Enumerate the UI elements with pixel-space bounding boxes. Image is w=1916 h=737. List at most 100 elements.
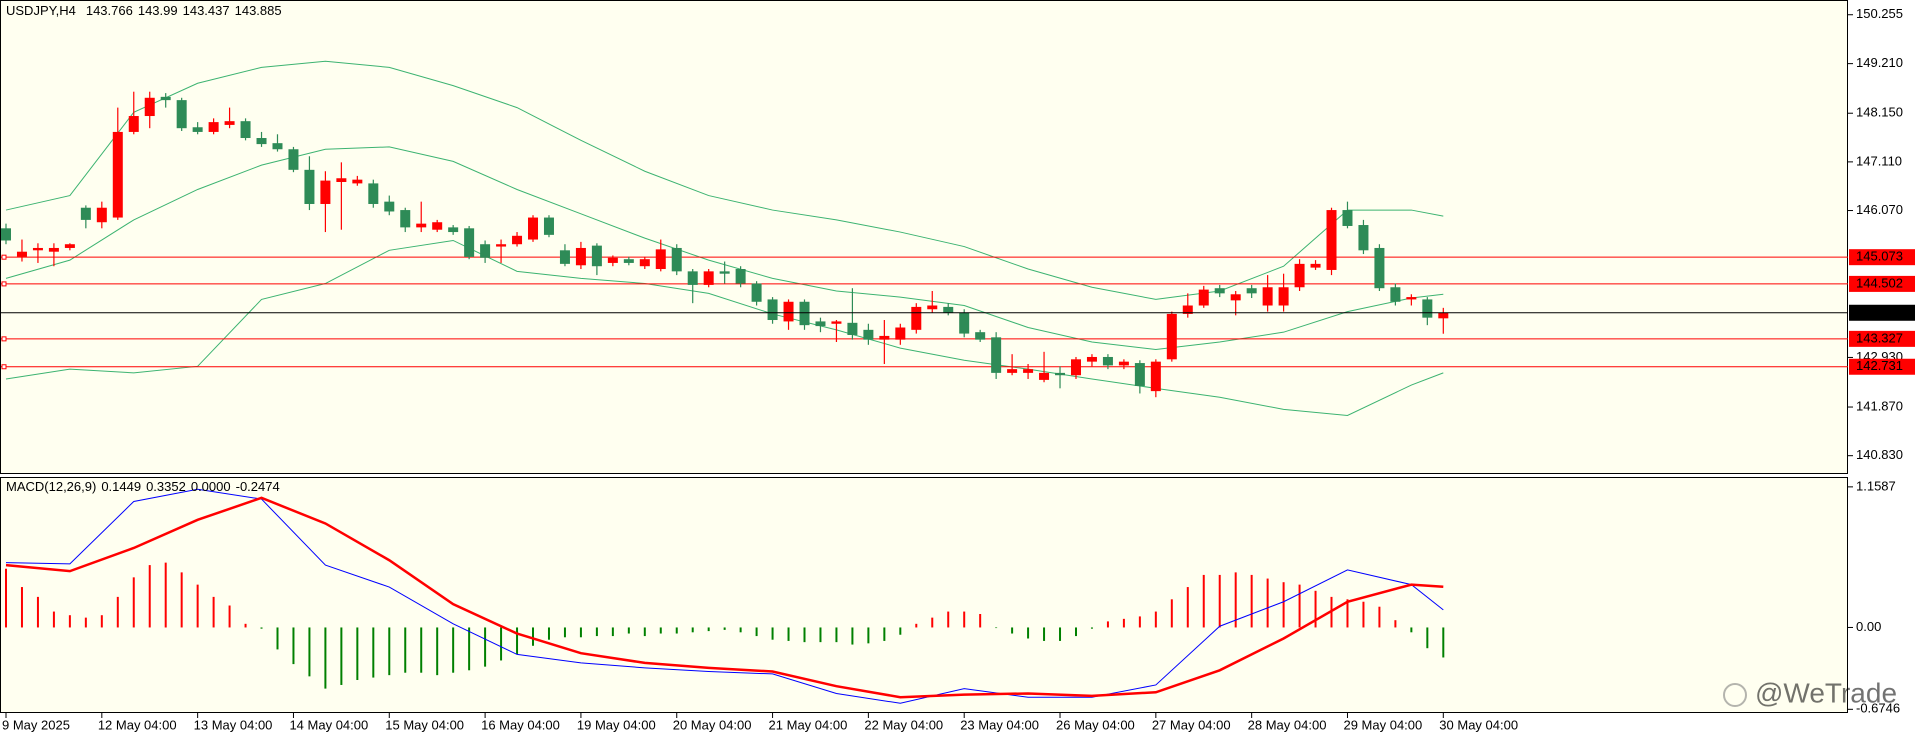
- candle-body: [336, 178, 347, 182]
- candle-body: [863, 329, 874, 340]
- candle-body: [400, 210, 411, 228]
- candle-body: [815, 321, 826, 327]
- candle-body: [208, 122, 219, 132]
- candle-body: [432, 222, 443, 230]
- candle-body: [48, 247, 59, 252]
- y-tick-label: 149.210: [1856, 55, 1903, 70]
- macd-main-readout: 0.1449: [101, 479, 141, 494]
- candle-body: [384, 201, 395, 212]
- candle-body: [735, 269, 746, 284]
- candle-body: [639, 259, 650, 267]
- x-tick-label: 13 May 04:00: [194, 717, 273, 732]
- y-tick-label: 150.255: [1856, 6, 1903, 21]
- candle-body: [304, 169, 315, 204]
- candle-body: [1102, 356, 1113, 366]
- candle-body: [320, 180, 331, 204]
- candle-body: [272, 143, 283, 150]
- candle-body: [416, 223, 427, 228]
- candle-body: [543, 217, 554, 235]
- candle-body: [1310, 263, 1321, 268]
- candle-body: [687, 271, 698, 285]
- watermark-text: @WeTrade: [1755, 677, 1897, 708]
- candle-body: [1134, 363, 1145, 386]
- x-tick-label: 27 May 04:00: [1152, 717, 1231, 732]
- candle-body: [751, 283, 762, 302]
- level-marker: [1, 336, 7, 342]
- candle-body: [1070, 359, 1081, 376]
- candle-body: [1374, 247, 1385, 289]
- candle-body: [32, 247, 43, 251]
- macd-signal-line: [5, 496, 1444, 699]
- current-price-label: 143.885: [1856, 304, 1903, 319]
- x-tick-label: 23 May 04:00: [960, 717, 1039, 732]
- candle-body: [464, 228, 475, 257]
- x-tick-label: 21 May 04:00: [769, 717, 848, 732]
- candle-body: [943, 306, 954, 313]
- candle-body: [1166, 313, 1177, 360]
- candle-body: [591, 245, 602, 267]
- x-tick-label: 15 May 04:00: [385, 717, 464, 732]
- macd-panel: [0, 477, 1848, 713]
- level-label-box: [1849, 275, 1915, 292]
- candle-body: [655, 249, 666, 270]
- candle-body: [240, 121, 251, 139]
- close-readout: 143.885: [235, 3, 282, 18]
- level-marker: [1, 281, 7, 287]
- candle-body: [1118, 361, 1129, 366]
- x-tick-label: 19 May 04:00: [577, 717, 656, 732]
- macd-y-tick-label: -0.6746: [1856, 701, 1900, 716]
- band-lower: [5, 239, 1444, 416]
- candle-body: [1246, 288, 1257, 294]
- candle-body: [1358, 225, 1369, 251]
- level-label: 143.327: [1856, 330, 1903, 345]
- macd-y-tick-label: 1.1587: [1856, 478, 1896, 493]
- x-tick-label: 22 May 04:00: [864, 717, 943, 732]
- macd-main-line: [5, 488, 1444, 704]
- candle-body: [671, 247, 682, 272]
- x-tick-label: 20 May 04:00: [673, 717, 752, 732]
- candle-body: [1039, 372, 1050, 380]
- candle-body: [1262, 287, 1273, 306]
- level-label: 145.073: [1856, 249, 1903, 264]
- candle-body: [847, 322, 858, 335]
- candle-body: [80, 207, 91, 220]
- macd-hist-readout: -0.2474: [236, 479, 280, 494]
- level-label: 142.731: [1856, 358, 1903, 373]
- candle-body: [368, 183, 379, 204]
- candle-body: [448, 227, 459, 233]
- candle-body: [128, 116, 139, 132]
- candle-body: [352, 179, 363, 184]
- level-label-box: [1849, 358, 1915, 375]
- y-tick-label: 147.110: [1856, 153, 1902, 168]
- current-price-box: [1849, 304, 1915, 321]
- level-label-box: [1849, 249, 1915, 266]
- candle-body: [512, 235, 523, 245]
- candle-body: [767, 299, 778, 321]
- candle-body: [927, 305, 938, 310]
- candle-body: [975, 332, 986, 340]
- candle-body: [1390, 287, 1401, 302]
- x-tick-label: 30 May 04:00: [1439, 717, 1518, 732]
- candle-body: [559, 250, 570, 264]
- candle-body: [176, 100, 187, 129]
- macd-header: MACD(12,26,9) 0.1449 0.3352 0.0000 -0.2474: [6, 479, 280, 494]
- candle-body: [1198, 289, 1209, 306]
- y-tick-label: 148.150: [1856, 105, 1903, 120]
- candle-body: [1326, 210, 1337, 270]
- candle-body: [831, 321, 842, 324]
- macd-signal-readout: 0.3352: [146, 479, 186, 494]
- x-tick-label: 29 May 04:00: [1343, 717, 1422, 732]
- candle-body: [1214, 288, 1225, 294]
- x-tick-label: 16 May 04:00: [481, 717, 560, 732]
- open-readout: 143.766: [86, 3, 133, 18]
- candle-body: [256, 138, 267, 145]
- candle-body: [799, 301, 810, 326]
- candle-body: [144, 97, 155, 117]
- level-marker: [1, 254, 7, 260]
- x-tick-label: 14 May 04:00: [289, 717, 368, 732]
- candle-body: [1055, 372, 1066, 376]
- x-tick-label: 28 May 04:00: [1248, 717, 1327, 732]
- candle-body: [112, 131, 123, 218]
- candle-body: [623, 259, 634, 263]
- candle-body: [879, 335, 890, 340]
